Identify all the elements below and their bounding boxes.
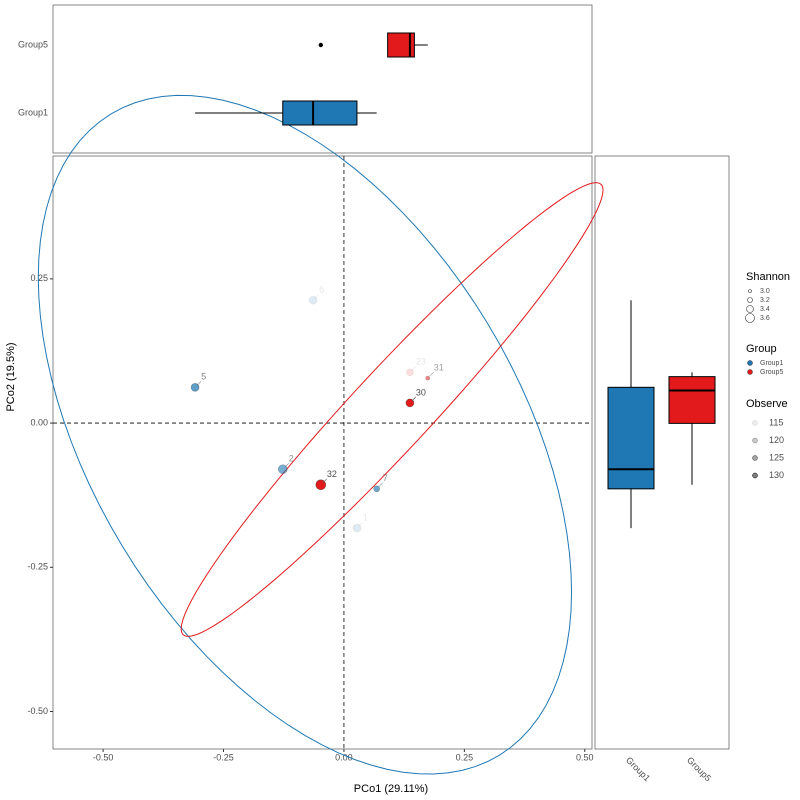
- x-axis-title: PCo1 (29.11%): [354, 783, 428, 795]
- legend-key: [747, 369, 753, 375]
- top-category-label: Group1: [18, 107, 48, 117]
- label-leader: [322, 478, 328, 484]
- point: [425, 375, 431, 381]
- label-leader: [314, 293, 320, 299]
- label-leader: [411, 366, 417, 371]
- point-label: 1: [363, 512, 368, 522]
- x-tick-label: 0.25: [456, 752, 474, 762]
- legend-alpha: [752, 472, 758, 479]
- y-tick-label: -0.50: [27, 706, 48, 716]
- legend-label: 3.2: [760, 297, 770, 304]
- y-tick-label: 0.25: [30, 273, 48, 283]
- label-leader: [378, 482, 383, 488]
- box: [607, 386, 655, 490]
- y-tick-label: -0.25: [27, 562, 48, 572]
- point: [406, 368, 414, 377]
- legend-title: Group: [746, 343, 777, 355]
- label-leader: [429, 371, 434, 377]
- point-label: 32: [327, 469, 337, 479]
- legend-size: [746, 305, 754, 313]
- top-panel: [52, 4, 593, 154]
- legend-label: 130: [769, 470, 784, 480]
- point-label: 31: [434, 362, 444, 372]
- legend-label: 120: [769, 435, 784, 445]
- label-leader: [358, 521, 364, 527]
- ellipse: [37, 94, 573, 775]
- point-label: 6: [319, 285, 324, 295]
- legend-label: Group1: [760, 360, 783, 367]
- x-tick-label: -0.50: [93, 752, 114, 762]
- box: [282, 100, 358, 126]
- legend-alpha: [752, 455, 758, 461]
- label-leader: [284, 463, 289, 468]
- box: [668, 376, 716, 424]
- legend-size: [745, 313, 755, 323]
- right-panel: [594, 155, 730, 750]
- x-tick-label: 0.50: [576, 752, 594, 762]
- x-tick-label: 0.00: [335, 752, 353, 762]
- point-label: 2: [289, 454, 294, 464]
- legend-label: 3.4: [760, 306, 770, 313]
- ellipse: [180, 182, 604, 637]
- x-tick-label: -0.25: [213, 752, 234, 762]
- point: [352, 523, 362, 533]
- legend-title: Observe: [746, 398, 788, 410]
- label-leader: [411, 396, 417, 402]
- legend-key: [747, 360, 753, 366]
- legend-label: 3.0: [760, 288, 770, 295]
- right-category-label: Group5: [685, 755, 713, 783]
- legend-title: Shannon: [746, 271, 790, 283]
- point: [308, 295, 318, 305]
- point: [373, 485, 380, 493]
- right-category-label: Group1: [624, 755, 652, 783]
- legend-label: 125: [769, 452, 784, 462]
- point-label: 23: [416, 357, 426, 367]
- legend-size: [747, 297, 753, 303]
- legend-size: [748, 289, 752, 293]
- y-tick-label: 0.00: [30, 417, 48, 427]
- top-category-label: Group5: [18, 39, 48, 49]
- legend-label: 115: [769, 417, 783, 427]
- main-panel: [52, 155, 593, 750]
- legend-label: Group5: [760, 369, 783, 376]
- outlier: [318, 42, 324, 48]
- point-label: 30: [416, 387, 426, 397]
- point-label: 5: [201, 372, 206, 382]
- legend-alpha: [752, 420, 758, 426]
- point-label: 7: [383, 473, 388, 483]
- legend-label: 3.6: [760, 315, 770, 322]
- legend-alpha: [752, 437, 758, 444]
- label-leader: [196, 381, 202, 386]
- y-axis-title: PCo2 (19.5%): [5, 342, 17, 411]
